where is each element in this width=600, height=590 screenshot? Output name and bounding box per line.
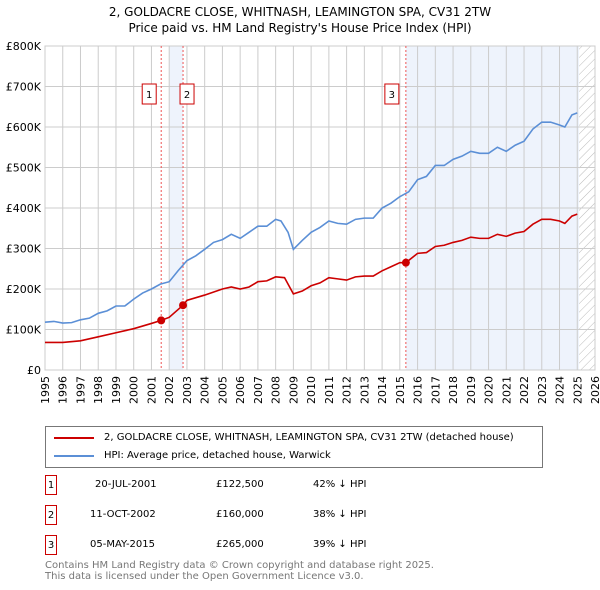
sale-point	[157, 316, 166, 325]
y-tick-label: £200K	[6, 283, 42, 296]
x-tick-label: 2019	[465, 376, 478, 404]
sale-row: 1 20-JUL-2001 £122,500 42% ↓ HPI	[45, 475, 445, 497]
sale-marker-badge: 1	[45, 475, 57, 495]
x-tick-label: 2009	[287, 376, 300, 404]
legend-label: 2, GOLDACRE CLOSE, WHITNASH, LEAMINGTON …	[104, 432, 514, 443]
x-tick-label: 2017	[429, 376, 442, 404]
x-tick-label: 2004	[199, 376, 212, 404]
x-tick-label: 2006	[234, 376, 247, 404]
x-tick-label: 2002	[163, 376, 176, 404]
subtitle-line: Price paid vs. HM Land Registry's House …	[128, 21, 472, 35]
legend-item-property: 2, GOLDACRE CLOSE, WHITNASH, LEAMINGTON …	[54, 432, 514, 443]
legend-swatch-blue	[54, 454, 94, 457]
sale-price: £160,000	[216, 509, 264, 520]
sale-row: 3 05-MAY-2015 £265,000 39% ↓ HPI	[45, 535, 445, 557]
x-tick-label: 2003	[181, 376, 194, 404]
x-tick-label: 2014	[376, 376, 389, 404]
sale-date: 05-MAY-2015	[90, 539, 156, 550]
x-tick-label: 2000	[128, 376, 141, 404]
x-tick-label: 2016	[412, 376, 425, 404]
plot-frame	[44, 45, 596, 371]
legend-item-hpi: HPI: Average price, detached house, Warw…	[54, 450, 331, 461]
footer: Contains HM Land Registry data © Crown c…	[45, 560, 434, 582]
sale-point	[401, 258, 410, 267]
x-tick-label: 2024	[554, 376, 567, 404]
sale-marker-badge: 2	[45, 505, 57, 525]
sale-point	[179, 301, 188, 310]
sale-hpi-diff: 42% ↓ HPI	[313, 479, 367, 490]
legend-label: HPI: Average price, detached house, Warw…	[104, 450, 331, 461]
sale-label: 3	[389, 90, 395, 101]
sale-row: 2 11-OCT-2002 £160,000 38% ↓ HPI	[45, 505, 445, 527]
x-tick-label: 2025	[571, 376, 584, 404]
y-tick-label: £0	[27, 364, 41, 377]
x-tick-label: 2005	[216, 376, 229, 404]
y-tick-label: £500K	[6, 162, 42, 175]
y-tick-label: £100K	[6, 324, 42, 337]
sale-date: 11-OCT-2002	[90, 509, 156, 520]
y-tick-label: £800K	[6, 40, 42, 53]
chart-title: 2, GOLDACRE CLOSE, WHITNASH, LEAMINGTON …	[0, 4, 600, 36]
y-tick-label: £300K	[6, 243, 42, 256]
x-tick-label: 2001	[145, 376, 158, 404]
x-tick-label: 2021	[500, 376, 513, 404]
sale-label-box	[179, 83, 195, 105]
x-tick-label: 2023	[536, 376, 549, 404]
sale-hpi-diff: 39% ↓ HPI	[313, 539, 367, 550]
legend: 2, GOLDACRE CLOSE, WHITNASH, LEAMINGTON …	[45, 426, 543, 468]
legend-swatch-red	[54, 436, 94, 439]
x-tick-label: 1998	[92, 376, 105, 404]
sale-date: 20-JUL-2001	[95, 479, 157, 490]
footer-licence: This data is licensed under the Open Gov…	[45, 571, 364, 582]
sale-label: 2	[184, 90, 190, 101]
x-tick-label: 2022	[518, 376, 531, 404]
sale-price: £265,000	[216, 539, 264, 550]
x-tick-label: 2007	[252, 376, 265, 404]
y-tick-label: £400K	[6, 202, 42, 215]
x-tick-label: 1996	[57, 376, 70, 404]
y-tick-label: £700K	[6, 81, 42, 94]
chart-plot: 1995 1996 1997 1998 1999 2000 2001 2002 2003 2004…	[6, 40, 600, 404]
sale-hpi-diff: 38% ↓ HPI	[313, 509, 367, 520]
x-tick-label: 2020	[483, 376, 496, 404]
hpi-line	[44, 112, 578, 324]
x-tick-label: 2010	[305, 376, 318, 404]
x-tick-label: 2008	[270, 376, 283, 404]
y-tick-label: £600K	[6, 121, 42, 134]
x-tick-label: 2026	[589, 376, 600, 404]
x-tick-label: 2012	[341, 376, 354, 404]
sale-label-box	[141, 83, 157, 105]
sale-price: £122,500	[216, 479, 264, 490]
x-tick-label: 2011	[323, 376, 336, 404]
x-tick-label: 1999	[110, 376, 123, 404]
footer-copyright: Contains HM Land Registry data © Crown c…	[45, 560, 434, 571]
sale-marker-badge: 3	[45, 535, 57, 555]
sale-label-box	[384, 83, 400, 105]
x-tick-label: 2013	[358, 376, 371, 404]
x-tick-label: 1995	[39, 376, 52, 404]
x-tick-label: 2015	[394, 376, 407, 404]
x-tick-label: 2018	[447, 376, 460, 404]
sale-label: 1	[146, 90, 152, 101]
x-tick-label: 1997	[74, 376, 87, 404]
title-line: 2, GOLDACRE CLOSE, WHITNASH, LEAMINGTON …	[108, 5, 492, 19]
